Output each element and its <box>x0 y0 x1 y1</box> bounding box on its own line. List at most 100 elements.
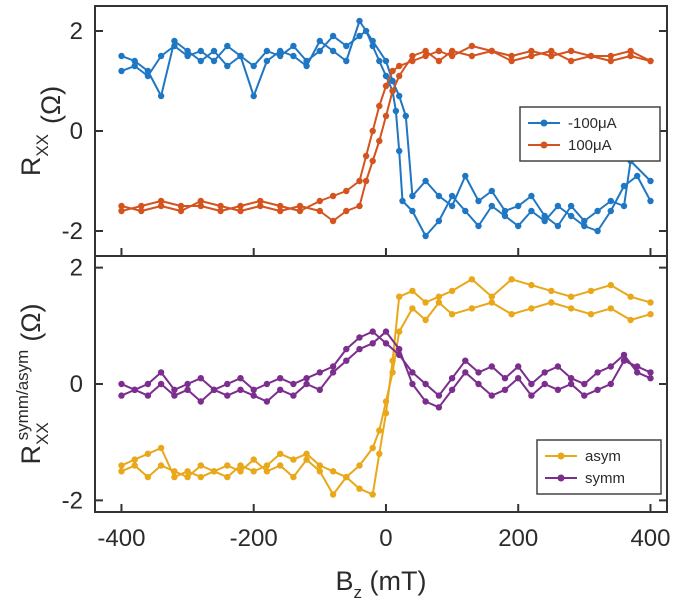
data-point-0-0-0-12 <box>277 52 284 60</box>
data-point-1-1-1-13 <box>290 392 297 399</box>
data-point-0-1-0-2 <box>157 197 165 205</box>
data-point-1-1-0-4 <box>171 386 178 393</box>
data-point-0-1-1-13 <box>356 202 363 210</box>
data-point-1-0-1-22 <box>389 369 396 376</box>
data-point-1-0-1-1 <box>131 462 138 469</box>
data-point-0-1-0-3 <box>177 202 185 210</box>
data-point-1-1-1-3 <box>157 380 165 388</box>
data-point-1-0-1-10 <box>250 468 257 475</box>
data-point-1-0-1-32 <box>548 299 555 306</box>
data-point-0-1-1-3 <box>177 207 185 215</box>
data-point-0-0-0-40 <box>581 222 588 230</box>
legend-marker-0-1 <box>540 141 548 149</box>
ylabel-top-unit: (Ω) <box>36 86 66 124</box>
data-point-0-0-1-0 <box>118 52 125 60</box>
data-point-0-1-0-0 <box>118 207 125 215</box>
data-point-1-0-0-35 <box>607 281 614 289</box>
data-point-0-0-0-28 <box>422 232 429 240</box>
ticks-bottom: -2 0 2 -400 -200 0 200 400 <box>62 255 671 552</box>
data-point-0-0-1-4 <box>171 37 178 45</box>
data-point-0-0-1-29 <box>475 197 482 205</box>
ylabel-bottom-unit: (Ω) <box>16 303 46 341</box>
data-point-1-0-1-0 <box>118 468 125 475</box>
data-point-1-1-0-26 <box>462 357 469 364</box>
data-point-0-0-0-36 <box>528 207 535 215</box>
data-point-1-0-0-10 <box>250 456 257 463</box>
data-point-1-0-1-23 <box>396 328 403 335</box>
data-point-0-0-1-21 <box>389 77 396 85</box>
data-point-1-1-1-34 <box>567 380 575 388</box>
data-point-1-1-1-24 <box>435 404 443 411</box>
data-point-0-1-1-31 <box>607 57 614 65</box>
legend-box-0 <box>519 106 661 162</box>
data-point-1-1-1-38 <box>620 357 628 364</box>
data-point-1-1-0-14 <box>303 375 310 382</box>
data-point-0-0-1-8 <box>224 62 231 70</box>
data-point-1-1-0-27 <box>475 369 482 376</box>
data-point-0-0-1-23 <box>402 112 409 120</box>
data-point-1-1-1-14 <box>303 380 310 388</box>
data-point-1-1-0-18 <box>356 334 363 341</box>
data-point-1-0-1-36 <box>627 316 634 324</box>
legend-top: -100μA 100μA <box>519 106 661 162</box>
data-point-1-0-1-13 <box>290 456 297 463</box>
data-point-0-0-1-22 <box>396 92 403 100</box>
data-point-1-0-1-11 <box>263 462 271 469</box>
data-point-0-1-0-7 <box>257 197 264 205</box>
data-point-1-0-0-24 <box>409 287 416 295</box>
data-point-1-0-0-28 <box>468 276 476 283</box>
x-tick-label-1-1: -200 <box>230 525 278 552</box>
data-point-0-1-1-28 <box>548 47 555 55</box>
xlabel-main: B <box>336 566 354 596</box>
data-point-0-0-1-42 <box>647 177 654 185</box>
data-point-0-1-0-12 <box>343 187 350 195</box>
data-point-0-0-0-1 <box>131 62 138 70</box>
data-point-0-1-1-20 <box>409 52 416 60</box>
data-point-0-1-0-11 <box>329 192 337 200</box>
data-point-0-0-1-3 <box>157 92 165 100</box>
data-point-0-0-0-32 <box>475 222 482 230</box>
panel-bottom: -2 0 2 -400 -200 0 200 400 asym symm RXXsymm/asy… <box>13 255 670 552</box>
data-point-1-0-1-2 <box>144 473 152 481</box>
x-tick-label-1-0: -400 <box>97 525 145 552</box>
data-point-0-1-0-8 <box>277 202 284 210</box>
data-point-0-0-0-5 <box>184 52 191 60</box>
data-point-0-0-0-31 <box>462 207 469 215</box>
data-point-1-0-0-36 <box>627 293 634 300</box>
data-point-0-1-0-27 <box>528 47 535 55</box>
marks-bottom <box>118 276 654 498</box>
data-point-1-1-1-8 <box>224 392 231 399</box>
data-point-1-1-1-7 <box>210 386 218 393</box>
data-point-1-0-0-3 <box>157 444 165 452</box>
data-point-0-1-0-31 <box>607 52 614 60</box>
data-point-1-1-0-39 <box>634 369 641 376</box>
data-point-1-0-0-20 <box>376 450 383 457</box>
data-point-1-1-1-32 <box>541 380 548 388</box>
data-point-1-1-0-19 <box>369 328 376 335</box>
x-tick-label-1-4: 400 <box>630 525 670 552</box>
data-point-1-0-0-34 <box>587 287 595 295</box>
data-point-0-1-0-22 <box>435 47 443 55</box>
data-point-0-0-0-45 <box>647 197 654 205</box>
data-point-0-0-0-34 <box>501 212 509 220</box>
data-point-1-0-0-32 <box>548 287 555 295</box>
data-point-1-1-0-16 <box>329 363 337 370</box>
data-point-0-0-1-1 <box>131 57 138 65</box>
data-point-1-1-0-29 <box>501 375 509 382</box>
data-point-1-0-0-15 <box>316 468 323 475</box>
data-point-1-1-0-23 <box>422 380 429 388</box>
data-point-0-0-0-27 <box>409 207 416 215</box>
ylabel-bottom-sub: XX <box>33 422 52 445</box>
data-point-1-1-0-5 <box>184 380 191 388</box>
data-point-0-0-1-2 <box>144 67 152 75</box>
data-point-0-0-1-7 <box>210 47 218 55</box>
data-point-1-0-1-20 <box>376 427 383 434</box>
data-point-1-0-0-11 <box>263 468 271 475</box>
data-point-1-1-0-12 <box>277 375 284 382</box>
data-point-1-1-0-33 <box>554 363 562 370</box>
xlabel-unit: (mT) <box>362 566 426 596</box>
y-tick-label-0-2: 2 <box>70 18 83 45</box>
data-point-0-1-1-8 <box>277 207 284 215</box>
data-point-0-0-1-32 <box>515 202 522 210</box>
data-point-0-0-0-13 <box>290 42 297 50</box>
